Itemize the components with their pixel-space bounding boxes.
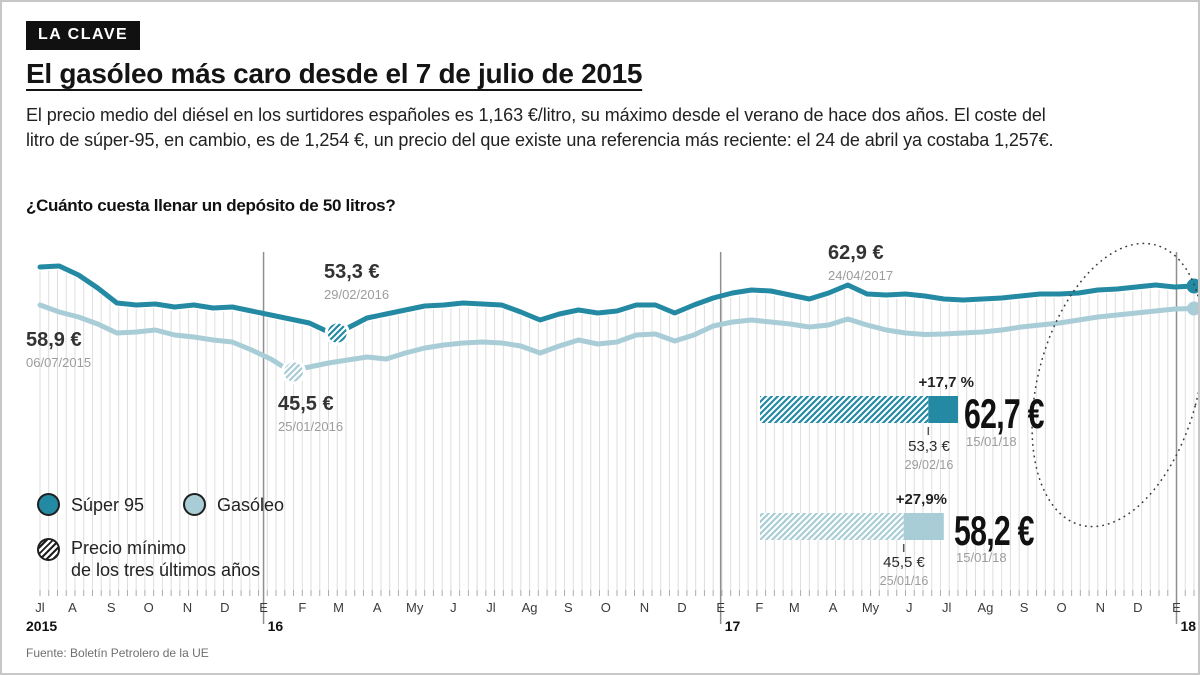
annotation-peak-super95: 62,9 € 24/04/2017 — [828, 242, 893, 283]
month-label: E — [259, 600, 268, 615]
annotation-value: 58,9 € — [26, 329, 82, 351]
comparison-bar-gasoleo — [760, 513, 944, 552]
month-label: E — [716, 600, 726, 615]
headline: El gasóleo más caro desde el 7 de julio … — [26, 58, 643, 89]
annotation-date: 24/04/2017 — [828, 268, 894, 283]
highlight-ellipse — [1031, 242, 1198, 528]
current-date-super95: 15/01/18 — [966, 434, 1017, 449]
month-label: My — [406, 600, 424, 615]
month-label: Jl — [486, 600, 496, 615]
year-label: 18 — [1180, 618, 1197, 634]
annotation-date: 06/07/2015 — [26, 355, 92, 370]
legend-super95-icon — [37, 493, 60, 516]
min-marker-gasoleo — [281, 359, 307, 385]
legend-min-price-icon — [37, 538, 60, 561]
month-label: N — [182, 600, 193, 615]
annotation-min-gasoleo: 45,5 € 25/01/2016 — [278, 393, 343, 434]
end-dot-super95 — [1186, 278, 1198, 294]
annotation-date: 25/01/2016 — [278, 419, 344, 434]
month-label: A — [828, 600, 838, 615]
comparison-bar-super95 — [760, 396, 959, 435]
source-note: Fuente: Boletín Petrolero de la UE — [26, 646, 209, 660]
month-label: M — [333, 600, 344, 615]
year-label: 2015 — [26, 618, 58, 634]
month-label: Jl — [941, 600, 952, 615]
month-label: N — [1095, 600, 1105, 615]
intro-text: El precio medio del diésel en los surtid… — [26, 103, 1054, 153]
month-label: D — [220, 600, 230, 615]
annotation-start-gasoleo: 58,9 € 06/07/2015 — [26, 329, 91, 370]
intro-line-2: litro de súper-95, en cambio, es de 1,25… — [26, 130, 1054, 150]
annotation-value: 62,9 € — [828, 242, 884, 264]
legend-min-line-1: Precio mínimo — [71, 538, 187, 558]
intro-line-1: El precio medio del diésel en los surtid… — [26, 105, 1046, 125]
old-min-value: 53,3 € — [908, 438, 950, 455]
series-super95-line — [37, 263, 1197, 335]
old-min-label-gasoleo: 45,5 € 25/01/16 — [856, 554, 952, 588]
month-label: M — [788, 600, 800, 615]
month-label: D — [1133, 600, 1143, 615]
month-label: E — [1172, 600, 1181, 615]
section-badge: LA CLAVE — [26, 21, 141, 50]
month-label: A — [372, 600, 382, 615]
change-percent-gasoleo: +27,9% — [895, 491, 947, 508]
month-label: A — [68, 600, 77, 615]
month-label: Ag — [521, 600, 538, 615]
month-label: S — [106, 600, 116, 615]
month-label: O — [143, 600, 154, 615]
series-gasoleo-line — [37, 302, 1197, 374]
month-label: O — [1056, 600, 1067, 615]
old-min-date: 29/02/16 — [904, 458, 954, 472]
old-min-label-super95: 53,3 € 29/02/16 — [881, 438, 977, 472]
current-price-super95: 62,7 € — [964, 390, 1044, 437]
month-label: N — [639, 600, 650, 615]
old-min-date: 25/01/16 — [879, 574, 929, 588]
month-label: Ag — [977, 600, 994, 615]
month-label: O — [600, 600, 611, 615]
annotation-value: 53,3 € — [324, 261, 380, 283]
month-label: J — [450, 600, 457, 615]
month-label: S — [563, 600, 573, 615]
month-label: Jl — [35, 600, 45, 615]
min-marker-super95 — [324, 320, 350, 346]
current-date-gasoleo: 15/01/18 — [956, 550, 1007, 565]
legend-super95-label: Súper 95 — [71, 495, 145, 515]
current-price-gasoleo: 58,2 € — [954, 507, 1034, 554]
year-label: 17 — [724, 618, 741, 634]
legend-gasoleo-icon — [183, 493, 206, 516]
legend-min-price-label: Precio mínimo de los tres últimos años — [71, 537, 260, 581]
chart-question: ¿Cuánto cuesta llenar un depósito de 50 … — [26, 196, 396, 215]
month-label: D — [677, 600, 687, 615]
month-label: My — [861, 600, 880, 615]
annotation-value: 45,5 € — [278, 393, 334, 415]
annotation-min-super95: 53,3 € 29/02/2016 — [324, 261, 389, 302]
month-label: F — [298, 600, 307, 615]
month-label: F — [755, 600, 764, 615]
month-label: S — [1019, 600, 1029, 615]
annotation-date: 29/02/2016 — [324, 287, 390, 302]
legend-min-line-2: de los tres últimos años — [71, 560, 261, 580]
grid-lines — [39, 270, 1195, 596]
year-label: 16 — [267, 618, 284, 634]
month-label: J — [905, 600, 913, 615]
change-percent-super95: +17,7 % — [918, 374, 974, 391]
legend-gasoleo-label: Gasóleo — [217, 495, 285, 515]
end-dot-gasoleo — [1187, 301, 1198, 316]
old-min-value: 45,5 € — [883, 554, 925, 571]
